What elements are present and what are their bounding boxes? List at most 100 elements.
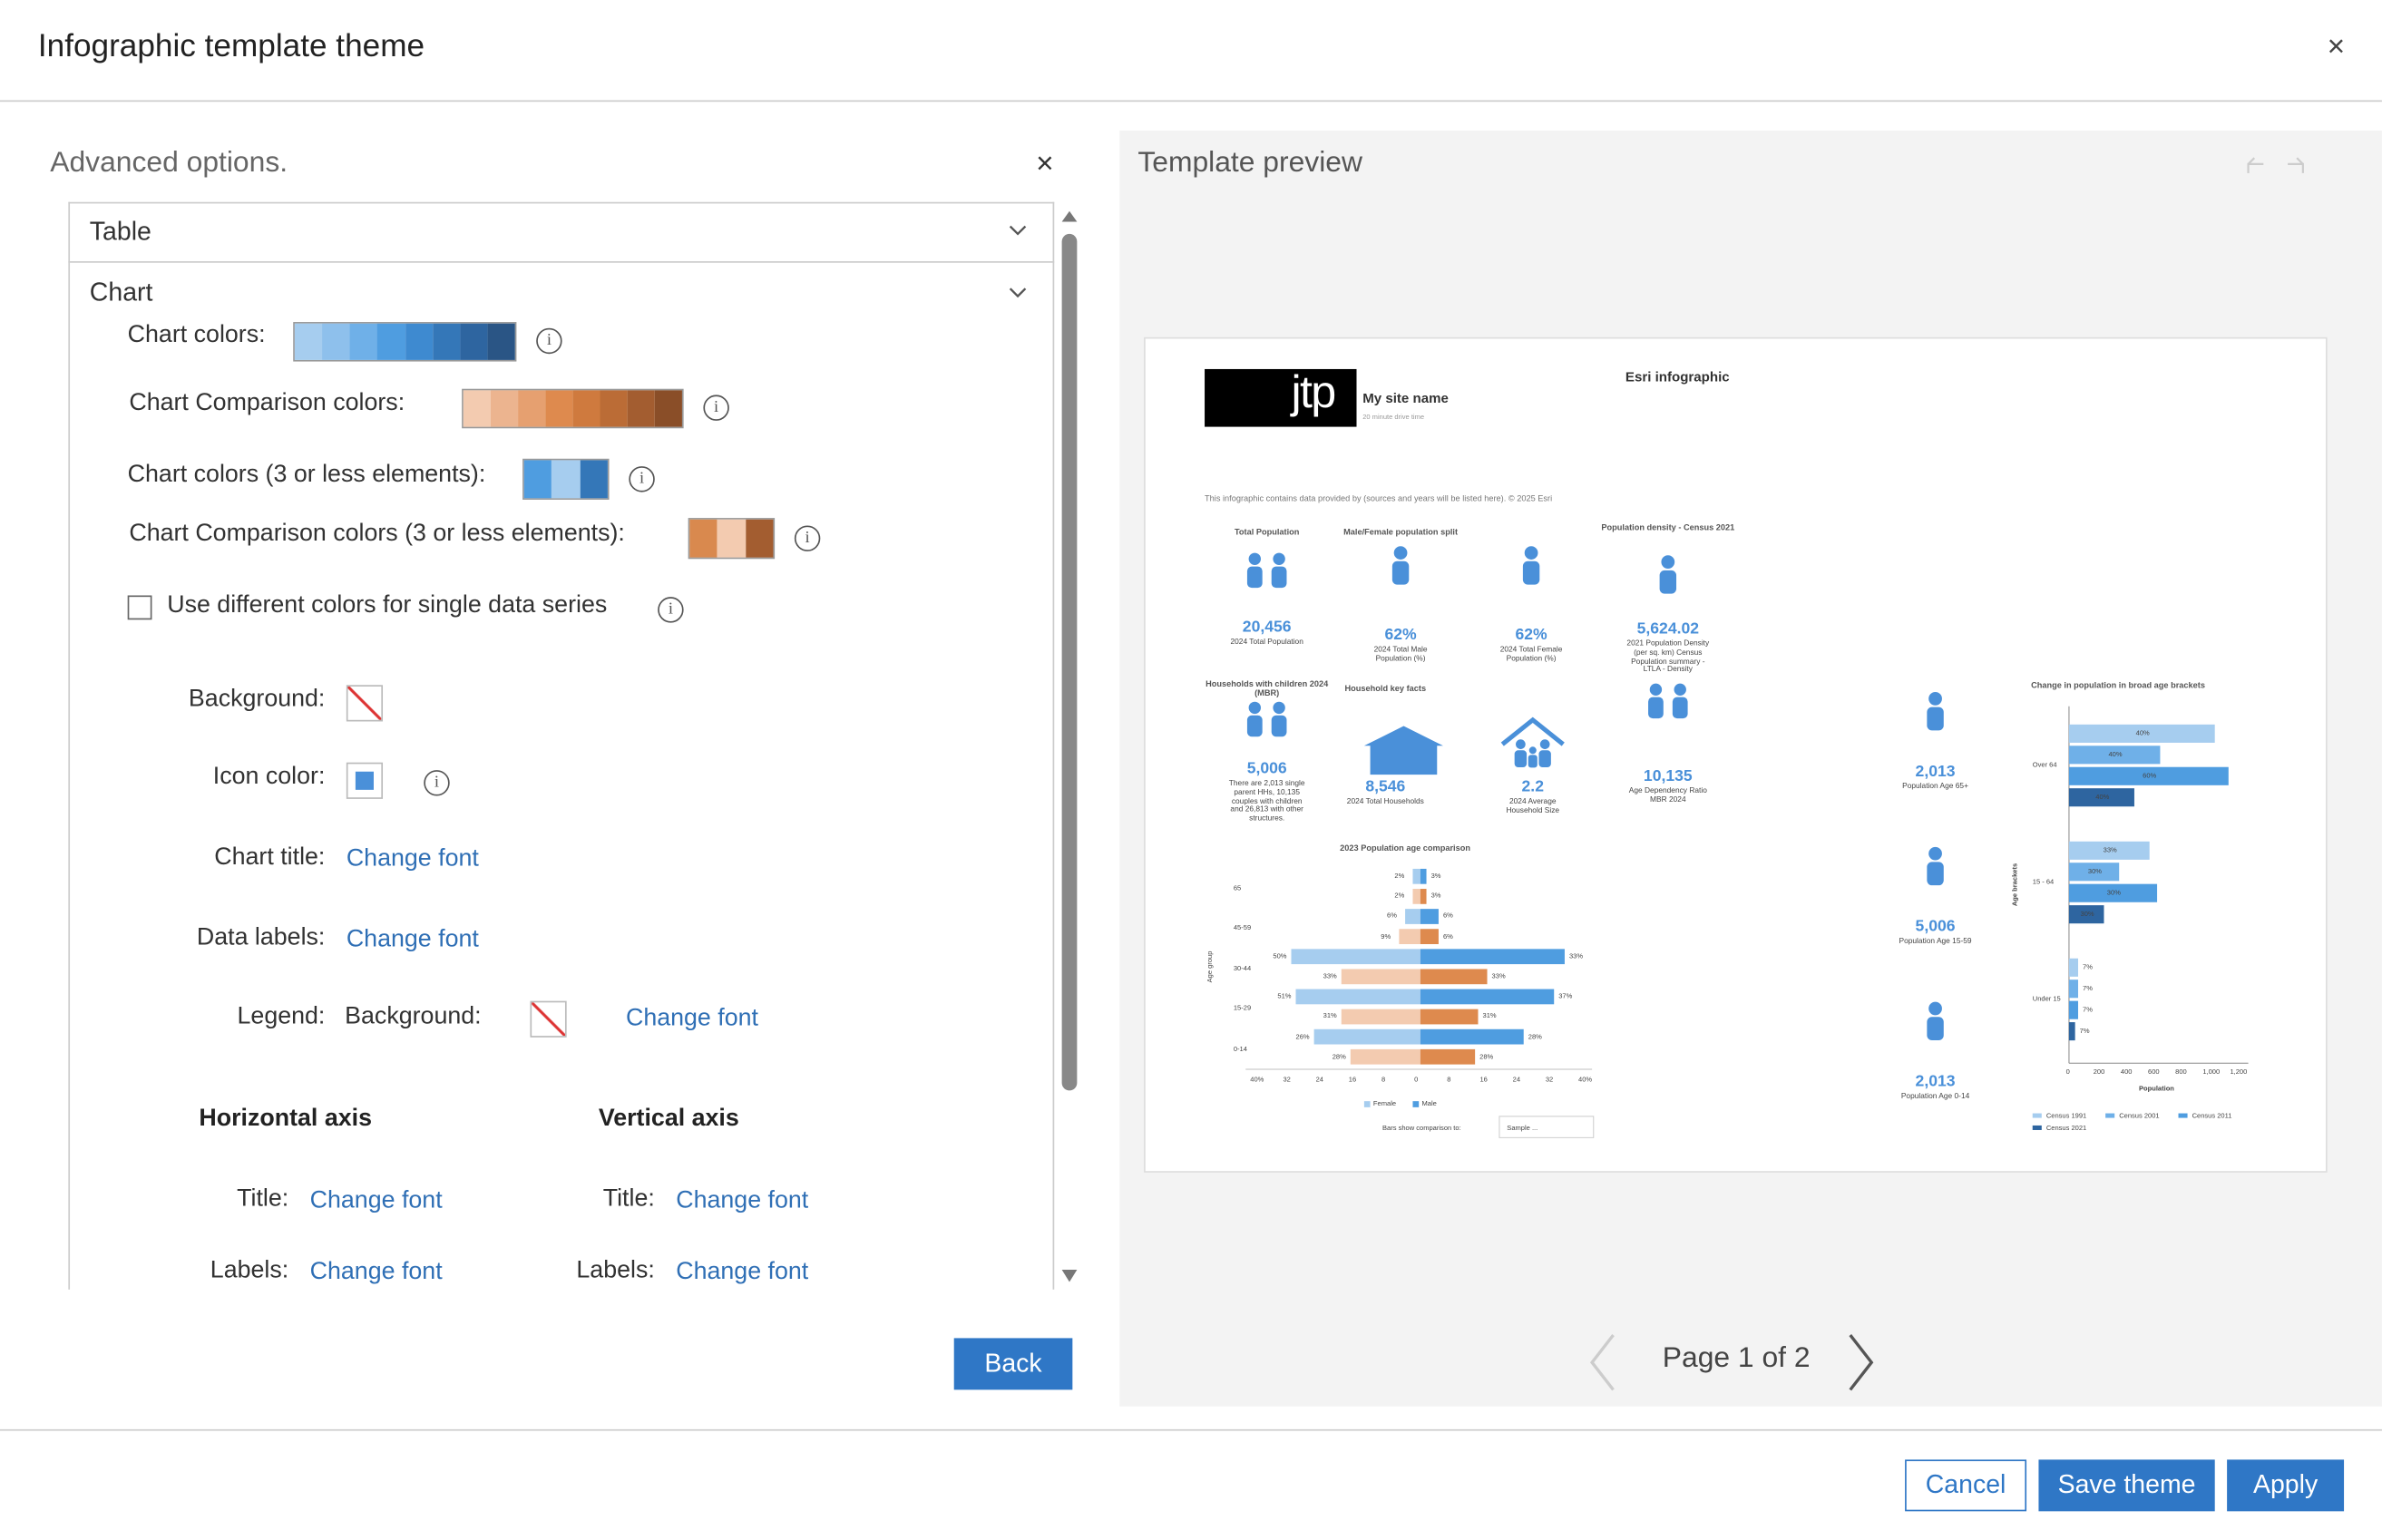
undo-redo[interactable] [2242,155,2309,182]
color-swatch[interactable] [346,685,384,722]
bar-label: 31% [1482,1012,1497,1020]
icon [1363,726,1443,746]
panel-title: Template preview [1137,147,1362,180]
info-icon[interactable]: i [424,770,450,796]
link[interactable]: Change font [309,1259,443,1285]
color-ramp[interactable] [293,322,517,362]
bar-label: 33% [1323,971,1337,980]
chevron[interactable] [1009,225,1027,237]
label: Labels: [576,1257,655,1284]
bar-right [1420,969,1488,985]
site-name: My site name [1362,390,1449,406]
info-icon[interactable]: i [629,466,655,492]
axis-title: Age brackets [2010,863,2019,907]
bar-label: 6% [1387,911,1397,920]
bar-label: 31% [1323,1012,1337,1020]
dropdown [1499,1116,1595,1138]
label: Title: [237,1185,289,1213]
bar [2068,841,2150,860]
info-icon[interactable]: i [703,395,729,421]
prev-page[interactable] [1586,1332,1619,1393]
legend-label: Census 2011 [2192,1111,2232,1120]
color-ramp[interactable] [522,458,610,500]
label: Chart Comparison colors (3 or less eleme… [129,521,625,547]
bar-left [1341,969,1420,985]
bar-label: 33% [2103,845,2117,854]
axis-label: 800 [2175,1067,2187,1076]
bar [2068,958,2078,977]
icon [1927,707,1944,731]
bar-label: 2% [1394,872,1405,880]
icon [1500,716,1565,746]
info-icon[interactable]: i [536,327,562,355]
compare-value: Sample ... [1507,1124,1538,1132]
icon [1539,739,1550,749]
axis-label: 40% [1578,1075,1593,1084]
bar-label: 28% [1332,1052,1346,1060]
bar [2068,1022,2075,1041]
legend-label: Census 2001 [2119,1111,2160,1120]
stat-value: 62% [1384,625,1417,645]
stat-caption: Population Age 65+ [1902,782,1968,792]
chevron[interactable] [1009,288,1027,299]
stat-value: 2.2 [1521,777,1544,796]
apply-button[interactable]: Apply [2227,1459,2345,1512]
cancel-button[interactable]: Cancel [1905,1459,2027,1512]
axis-label: Under 15 [2032,994,2061,1003]
icon [1528,746,1537,755]
save-theme-button[interactable]: Save theme [2038,1459,2215,1512]
color-swatch[interactable] [530,1000,567,1038]
icon [1273,552,1285,565]
color-ramp[interactable] [462,388,684,429]
section-header[interactable]: Table [89,217,151,247]
stat-heading: Household key facts [1344,685,1427,695]
stat-value: 5,624.02 [1636,619,1700,638]
link[interactable]: Change font [676,1187,809,1214]
bar-label: 40% [2135,728,2150,737]
next-page[interactable] [1844,1332,1878,1393]
bar-right [1420,909,1439,924]
icon [1649,683,1663,697]
scrollbar[interactable] [1058,207,1082,1288]
link[interactable]: Change font [309,1187,443,1214]
bar-label: 33% [1491,971,1506,980]
link[interactable]: Change font [676,1259,809,1285]
link[interactable]: Change font [625,1005,758,1032]
icon [1522,560,1540,585]
color-ramp[interactable] [688,518,776,560]
close-advanced[interactable]: × [1036,147,1054,181]
checkbox[interactable] [127,595,152,620]
axis-label: 16 [1348,1075,1357,1084]
icon [1674,683,1686,697]
page-indicator: Page 1 of 2 [1662,1342,1811,1375]
icon [1928,846,1942,861]
stat-value: 5,006 [1246,759,1287,778]
label: Chart title: [214,844,326,871]
bar-label: 26% [1295,1032,1310,1040]
color-swatch[interactable] [346,762,384,799]
info-icon[interactable]: i [658,597,684,623]
stat-caption: 2024 Total Population [1230,638,1303,648]
close-button[interactable]: × [2327,30,2346,64]
bar-right [1420,1048,1476,1065]
stat-value: 10,135 [1643,766,1693,785]
logo-text: jtp [1291,367,1336,418]
back-button[interactable]: Back [953,1338,1073,1390]
label: Legend: [237,1003,326,1030]
stat-value: 8,546 [1365,777,1406,796]
axis-label: 0-14 [1233,1044,1247,1052]
icon [1927,1017,1944,1041]
bar-label: 30% [2106,888,2121,897]
link[interactable]: Change font [346,926,479,953]
axis-label: 0 [2065,1067,2070,1076]
icon [1516,739,1526,749]
divider [0,100,2382,102]
link[interactable]: Change font [346,845,479,872]
section-header[interactable]: Chart [89,278,153,307]
divider [68,261,1055,263]
info-icon[interactable]: i [794,525,821,551]
bar-label: 40% [2095,793,2110,801]
bar [2068,980,2078,999]
